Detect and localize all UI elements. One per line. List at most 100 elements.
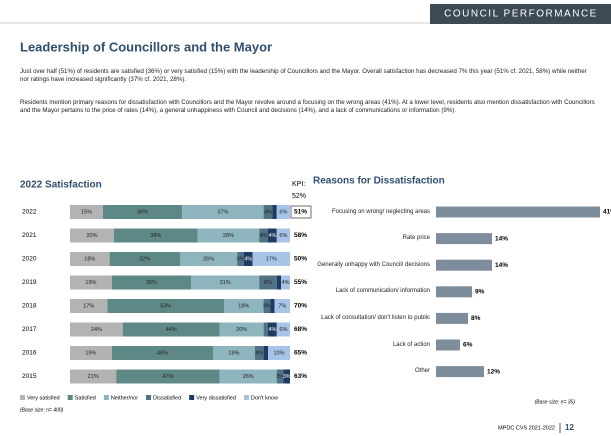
- legend-swatch: [146, 395, 152, 400]
- data-label: 26%: [243, 374, 254, 380]
- bar: [436, 286, 472, 298]
- paragraph: Just over half (51%) of residents are sa…: [20, 68, 587, 83]
- category-label: Lack of consultation/ don't listen to pu…: [321, 314, 430, 321]
- y-tick-label: 2020: [22, 256, 37, 263]
- bar-segment: [263, 346, 268, 360]
- legend-label: Neither/nor: [111, 395, 138, 401]
- bar-segment: [276, 322, 290, 337]
- bar-segment: [259, 228, 268, 243]
- data-label: 17%: [83, 303, 94, 309]
- kpi-target: 52%: [292, 193, 306, 200]
- data-label: 4%: [255, 350, 263, 356]
- data-label: 15%: [81, 209, 92, 215]
- bar-segment: [263, 322, 268, 337]
- data-label: 12%: [487, 368, 500, 375]
- bar-segment: [70, 252, 110, 266]
- section-label: COUNCIL PERFORMANCE: [444, 9, 598, 20]
- bar-segment: [268, 228, 277, 243]
- data-label: 41%: [603, 209, 611, 216]
- base-size: (Base size: n= 400): [20, 407, 64, 413]
- kpi-value: 65%: [294, 350, 307, 357]
- bar: [436, 366, 484, 378]
- bar-segment: [274, 299, 290, 313]
- chart-title: Reasons for Dissatisfaction: [313, 176, 445, 187]
- data-label: 14%: [495, 235, 508, 242]
- kpi-value: 55%: [294, 279, 307, 286]
- category-label: Lack of action: [392, 341, 430, 348]
- category-label: Generally unhappy with Council/ decision…: [317, 261, 430, 268]
- bar: [436, 259, 492, 271]
- kpi-value: 58%: [294, 232, 307, 239]
- bar-segment: [191, 275, 260, 290]
- data-label: 28%: [223, 233, 234, 239]
- kpi-value: 70%: [294, 303, 307, 310]
- data-label: 24%: [91, 327, 102, 333]
- category-label: Rate price: [402, 235, 430, 242]
- bar-segment: [70, 205, 103, 219]
- kpi-value: 68%: [294, 326, 307, 333]
- bar-segment: [107, 299, 224, 313]
- data-label: 26%: [203, 256, 214, 262]
- bar-segment: [70, 275, 112, 290]
- bar-segment: [281, 275, 290, 290]
- bar-segment: [268, 322, 277, 337]
- data-label: 4%: [268, 233, 276, 239]
- bar-segment: [182, 205, 264, 219]
- data-label: 14%: [495, 262, 508, 269]
- bar-segment: [219, 322, 264, 337]
- bar-segment: [263, 205, 273, 219]
- page-title: Leadership of Councillors and the Mayor: [20, 39, 272, 54]
- data-label: 46%: [157, 350, 168, 356]
- bar-segment: [270, 299, 275, 313]
- bar: [436, 312, 468, 324]
- bar-segment: [272, 205, 277, 219]
- data-label: 6%: [463, 342, 473, 349]
- data-label: 31%: [220, 280, 231, 286]
- bar-segment: [224, 299, 264, 313]
- bar-segment: [276, 205, 290, 219]
- bar-segment: [283, 369, 290, 384]
- data-label: 17%: [266, 256, 277, 262]
- bar-segment: [103, 205, 183, 219]
- bar-segment: [70, 228, 114, 243]
- data-label: 36%: [146, 280, 157, 286]
- y-tick-label: 2015: [22, 373, 37, 380]
- bar-segment: [111, 346, 213, 360]
- bar: [436, 206, 600, 218]
- kpi-highlight: [290, 205, 312, 219]
- data-label: 6%: [279, 209, 287, 215]
- data-label: 19%: [228, 350, 239, 356]
- bar-segment: [109, 252, 180, 266]
- data-label: 44%: [166, 327, 177, 333]
- data-label: 53%: [160, 303, 171, 309]
- bar-segment: [276, 228, 290, 243]
- data-label: 38%: [150, 233, 161, 239]
- kpi-value: 50%: [294, 256, 307, 263]
- bar-segment: [116, 369, 220, 384]
- bar-segment: [213, 346, 255, 360]
- bar-segment: [122, 322, 220, 337]
- data-label: 4%: [268, 327, 276, 333]
- data-label: 4%: [260, 233, 268, 239]
- data-label: 8%: [471, 315, 481, 322]
- legend-label: Very satisfied: [27, 395, 60, 401]
- data-label: 3%: [276, 374, 284, 380]
- legend-swatch: [103, 395, 109, 400]
- data-label: 47%: [162, 374, 173, 380]
- data-label: 4%: [282, 280, 290, 286]
- category-label: Other: [414, 368, 430, 375]
- footer-page: 12: [565, 423, 574, 432]
- bar-segment: [237, 252, 244, 266]
- data-label: 18%: [84, 256, 95, 262]
- y-tick-label: 2019: [22, 279, 37, 286]
- bar-segment: [70, 322, 123, 337]
- bar-segment: [219, 369, 277, 384]
- bar-segment: [111, 275, 191, 290]
- data-label: 21%: [88, 374, 99, 380]
- legend-label: Very dissatisfied: [196, 395, 236, 401]
- bar: [436, 233, 492, 245]
- data-label: 6%: [279, 327, 287, 333]
- bar-segment: [268, 346, 290, 360]
- data-label: 3%: [237, 256, 245, 262]
